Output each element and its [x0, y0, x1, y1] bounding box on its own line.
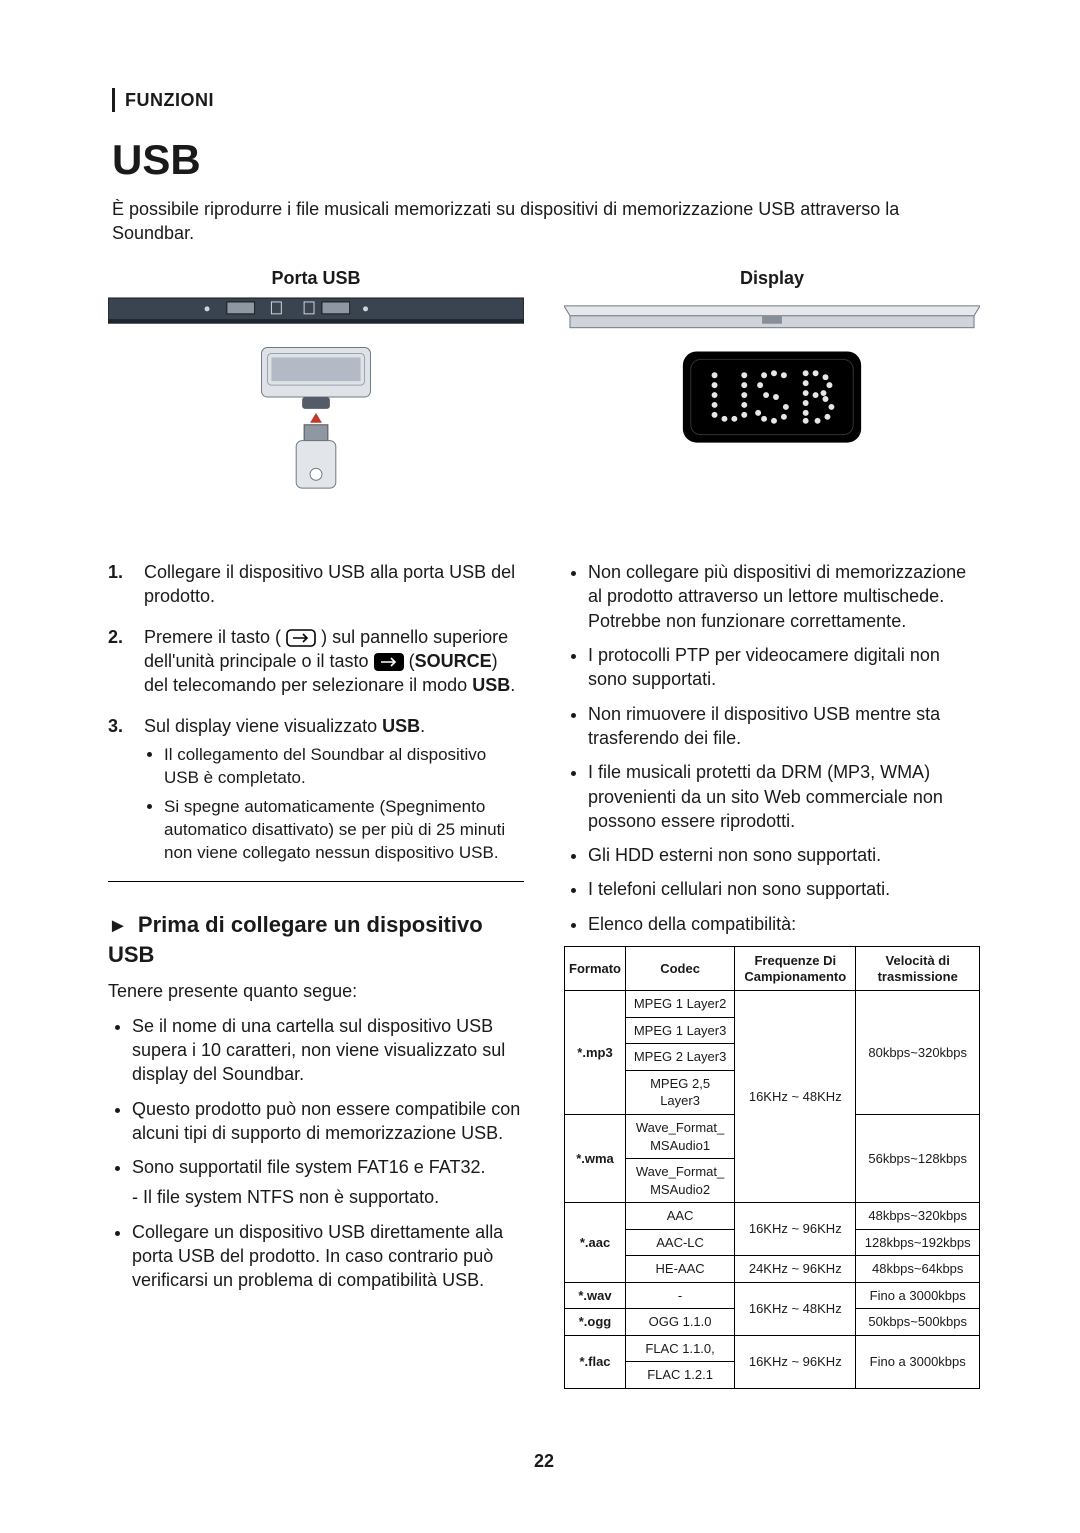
step-3-sub2: Si spegne automaticamente (Spegnimento a… — [164, 796, 524, 865]
step-2-source: SOURCE — [415, 651, 492, 671]
th-bitrate: Velocità di trasmissione — [856, 947, 980, 991]
left-bullet-2: Questo prodotto può non essere compatibi… — [132, 1097, 524, 1146]
left-bullets: Se il nome di una cartella sul dispositi… — [108, 1014, 524, 1180]
cell-mp3-c3: MPEG 2 Layer3 — [626, 1044, 735, 1071]
section-category: FUNZIONI — [112, 88, 980, 112]
source-button-icon — [286, 629, 316, 647]
cell-wma-c1: Wave_Format_ MSAudio1 — [626, 1114, 735, 1158]
table-row: HE-AAC 24KHz ~ 96KHz 48kbps~64kbps — [565, 1256, 980, 1283]
cell-freq-2: 16KHz ~ 48KHz — [735, 1282, 856, 1335]
right-bullet-6: I telefoni cellulari non sono supportati… — [588, 877, 980, 901]
left-bullets-cont: Collegare un dispositivo USB direttament… — [108, 1220, 524, 1293]
cell-mp3-bitrate: 80kbps~320kbps — [856, 991, 980, 1115]
cell-aac-c3: HE-AAC — [626, 1256, 735, 1283]
left-bullet-4: Collegare un dispositivo USB direttament… — [132, 1220, 524, 1293]
source-remote-icon — [374, 653, 404, 671]
cell-wav-codec: - — [626, 1282, 735, 1309]
cell-mp3-c1: MPEG 1 Layer2 — [626, 991, 735, 1018]
table-row: *.mp3 MPEG 1 Layer2 16KHz ~ 48KHz 80kbps… — [565, 991, 980, 1018]
left-column: Collegare il dispositivo USB alla porta … — [108, 560, 524, 1389]
page-title: USB — [112, 132, 980, 189]
step-3-sublist: Il collegamento del Soundbar al disposit… — [144, 744, 524, 865]
cell-aac-b1: 48kbps~320kbps — [856, 1203, 980, 1230]
cell-wav-bitrate: Fino a 3000kbps — [856, 1282, 980, 1309]
subheading-text: Prima di collegare un dispositivo USB — [108, 912, 483, 967]
steps-list: Collegare il dispositivo USB alla porta … — [108, 560, 524, 864]
compatibility-table: Formato Codec Frequenze Di Campionamento… — [564, 946, 980, 1389]
cell-wma-c2: Wave_Format_ MSAudio2 — [626, 1159, 735, 1203]
keep-in-mind: Tenere presente quanto segue: — [108, 979, 524, 1003]
soundbar-display-illustration — [564, 296, 980, 454]
step-1: Collegare il dispositivo USB alla porta … — [144, 560, 524, 609]
cell-freq-1: 16KHz ~ 48KHz — [735, 991, 856, 1203]
left-bullet-3: Sono supportatil file system FAT16 e FAT… — [132, 1155, 524, 1179]
cell-aac-f12: 16KHz ~ 96KHz — [735, 1203, 856, 1256]
cell-aac-b2: 128kbps~192kbps — [856, 1229, 980, 1256]
intro-text: È possibile riprodurre i file musicali m… — [112, 197, 980, 246]
cell-mp3-c4: MPEG 2,5 Layer3 — [626, 1070, 735, 1114]
cell-aac-f3: 24KHz ~ 96KHz — [735, 1256, 856, 1283]
step-2: Premere il tasto ( ) sul pannello superi… — [144, 625, 524, 698]
page-number: 22 — [108, 1449, 980, 1473]
step-2-usb: USB — [472, 675, 510, 695]
cell-aac-b3: 48kbps~64kbps — [856, 1256, 980, 1283]
subheading-before-connect: ► Prima di collegare un dispositivo USB — [108, 910, 524, 970]
cell-wav-fmt: *.wav — [565, 1282, 626, 1309]
cell-aac-c1: AAC — [626, 1203, 735, 1230]
cell-mp3-fmt: *.mp3 — [565, 991, 626, 1115]
diagram-display: Display — [564, 266, 980, 461]
diagram-label-display: Display — [564, 266, 980, 290]
step-3-sub1: Il collegamento del Soundbar al disposit… — [164, 744, 524, 790]
right-bullet-1: Non collegare più dispositivi di memoriz… — [588, 560, 980, 633]
cell-flac-c2: FLAC 1.2.1 — [626, 1362, 735, 1389]
divider — [108, 881, 524, 882]
th-format: Formato — [565, 947, 626, 991]
cell-wma-fmt: *.wma — [565, 1114, 626, 1202]
cell-ogg-fmt: *.ogg — [565, 1309, 626, 1336]
table-header-row: Formato Codec Frequenze Di Campionamento… — [565, 947, 980, 991]
right-bullet-3: Non rimuovere il dispositivo USB mentre … — [588, 702, 980, 751]
th-freq: Frequenze Di Campionamento — [735, 947, 856, 991]
cell-flac-bitrate: Fino a 3000kbps — [856, 1335, 980, 1388]
right-bullets: Non collegare più dispositivi di memoriz… — [564, 560, 980, 936]
th-codec: Codec — [626, 947, 735, 991]
left-bullet-1: Se il nome di una cartella sul dispositi… — [132, 1014, 524, 1087]
right-bullet-4: I file musicali protetti da DRM (MP3, WM… — [588, 760, 980, 833]
right-bullet-7: Elenco della compatibilità: — [588, 912, 980, 936]
step-3: Sul display viene visualizzato USB. Il c… — [144, 714, 524, 865]
step-3-usb: USB — [382, 716, 420, 736]
cell-ogg-codec: OGG 1.1.0 — [626, 1309, 735, 1336]
diagram-label-usb-port: Porta USB — [108, 266, 524, 290]
table-row: *.flac FLAC 1.1.0, 16KHz ~ 96KHz Fino a … — [565, 1335, 980, 1362]
cell-flac-c1: FLAC 1.1.0, — [626, 1335, 735, 1362]
cell-aac-fmt: *.aac — [565, 1203, 626, 1283]
diagram-usb-port: Porta USB — [108, 266, 524, 511]
cell-aac-c2: AAC-LC — [626, 1229, 735, 1256]
diagram-row: Porta USB Display — [108, 266, 980, 511]
left-bullet-3-note: - Il file system NTFS non è supportato. — [108, 1185, 524, 1209]
step-2-a: Premere il tasto ( — [144, 627, 281, 647]
cell-flac-fmt: *.flac — [565, 1335, 626, 1388]
soundbar-port-illustration — [108, 296, 524, 504]
cell-flac-freq: 16KHz ~ 96KHz — [735, 1335, 856, 1388]
cell-ogg-bitrate: 50kbps~500kbps — [856, 1309, 980, 1336]
right-bullet-5: Gli HDD esterni non sono supportati. — [588, 843, 980, 867]
play-arrow-icon: ► — [108, 915, 128, 937]
step-1-text: Collegare il dispositivo USB alla porta … — [144, 562, 515, 606]
right-bullet-2: I protocolli PTP per videocamere digital… — [588, 643, 980, 692]
right-column: Non collegare più dispositivi di memoriz… — [564, 560, 980, 1389]
table-row: *.aac AAC 16KHz ~ 96KHz 48kbps~320kbps — [565, 1203, 980, 1230]
step-3-a: Sul display viene visualizzato — [144, 716, 377, 736]
table-row: *.wav - 16KHz ~ 48KHz Fino a 3000kbps — [565, 1282, 980, 1309]
cell-wma-bitrate: 56kbps~128kbps — [856, 1114, 980, 1202]
cell-mp3-c2: MPEG 1 Layer3 — [626, 1017, 735, 1044]
